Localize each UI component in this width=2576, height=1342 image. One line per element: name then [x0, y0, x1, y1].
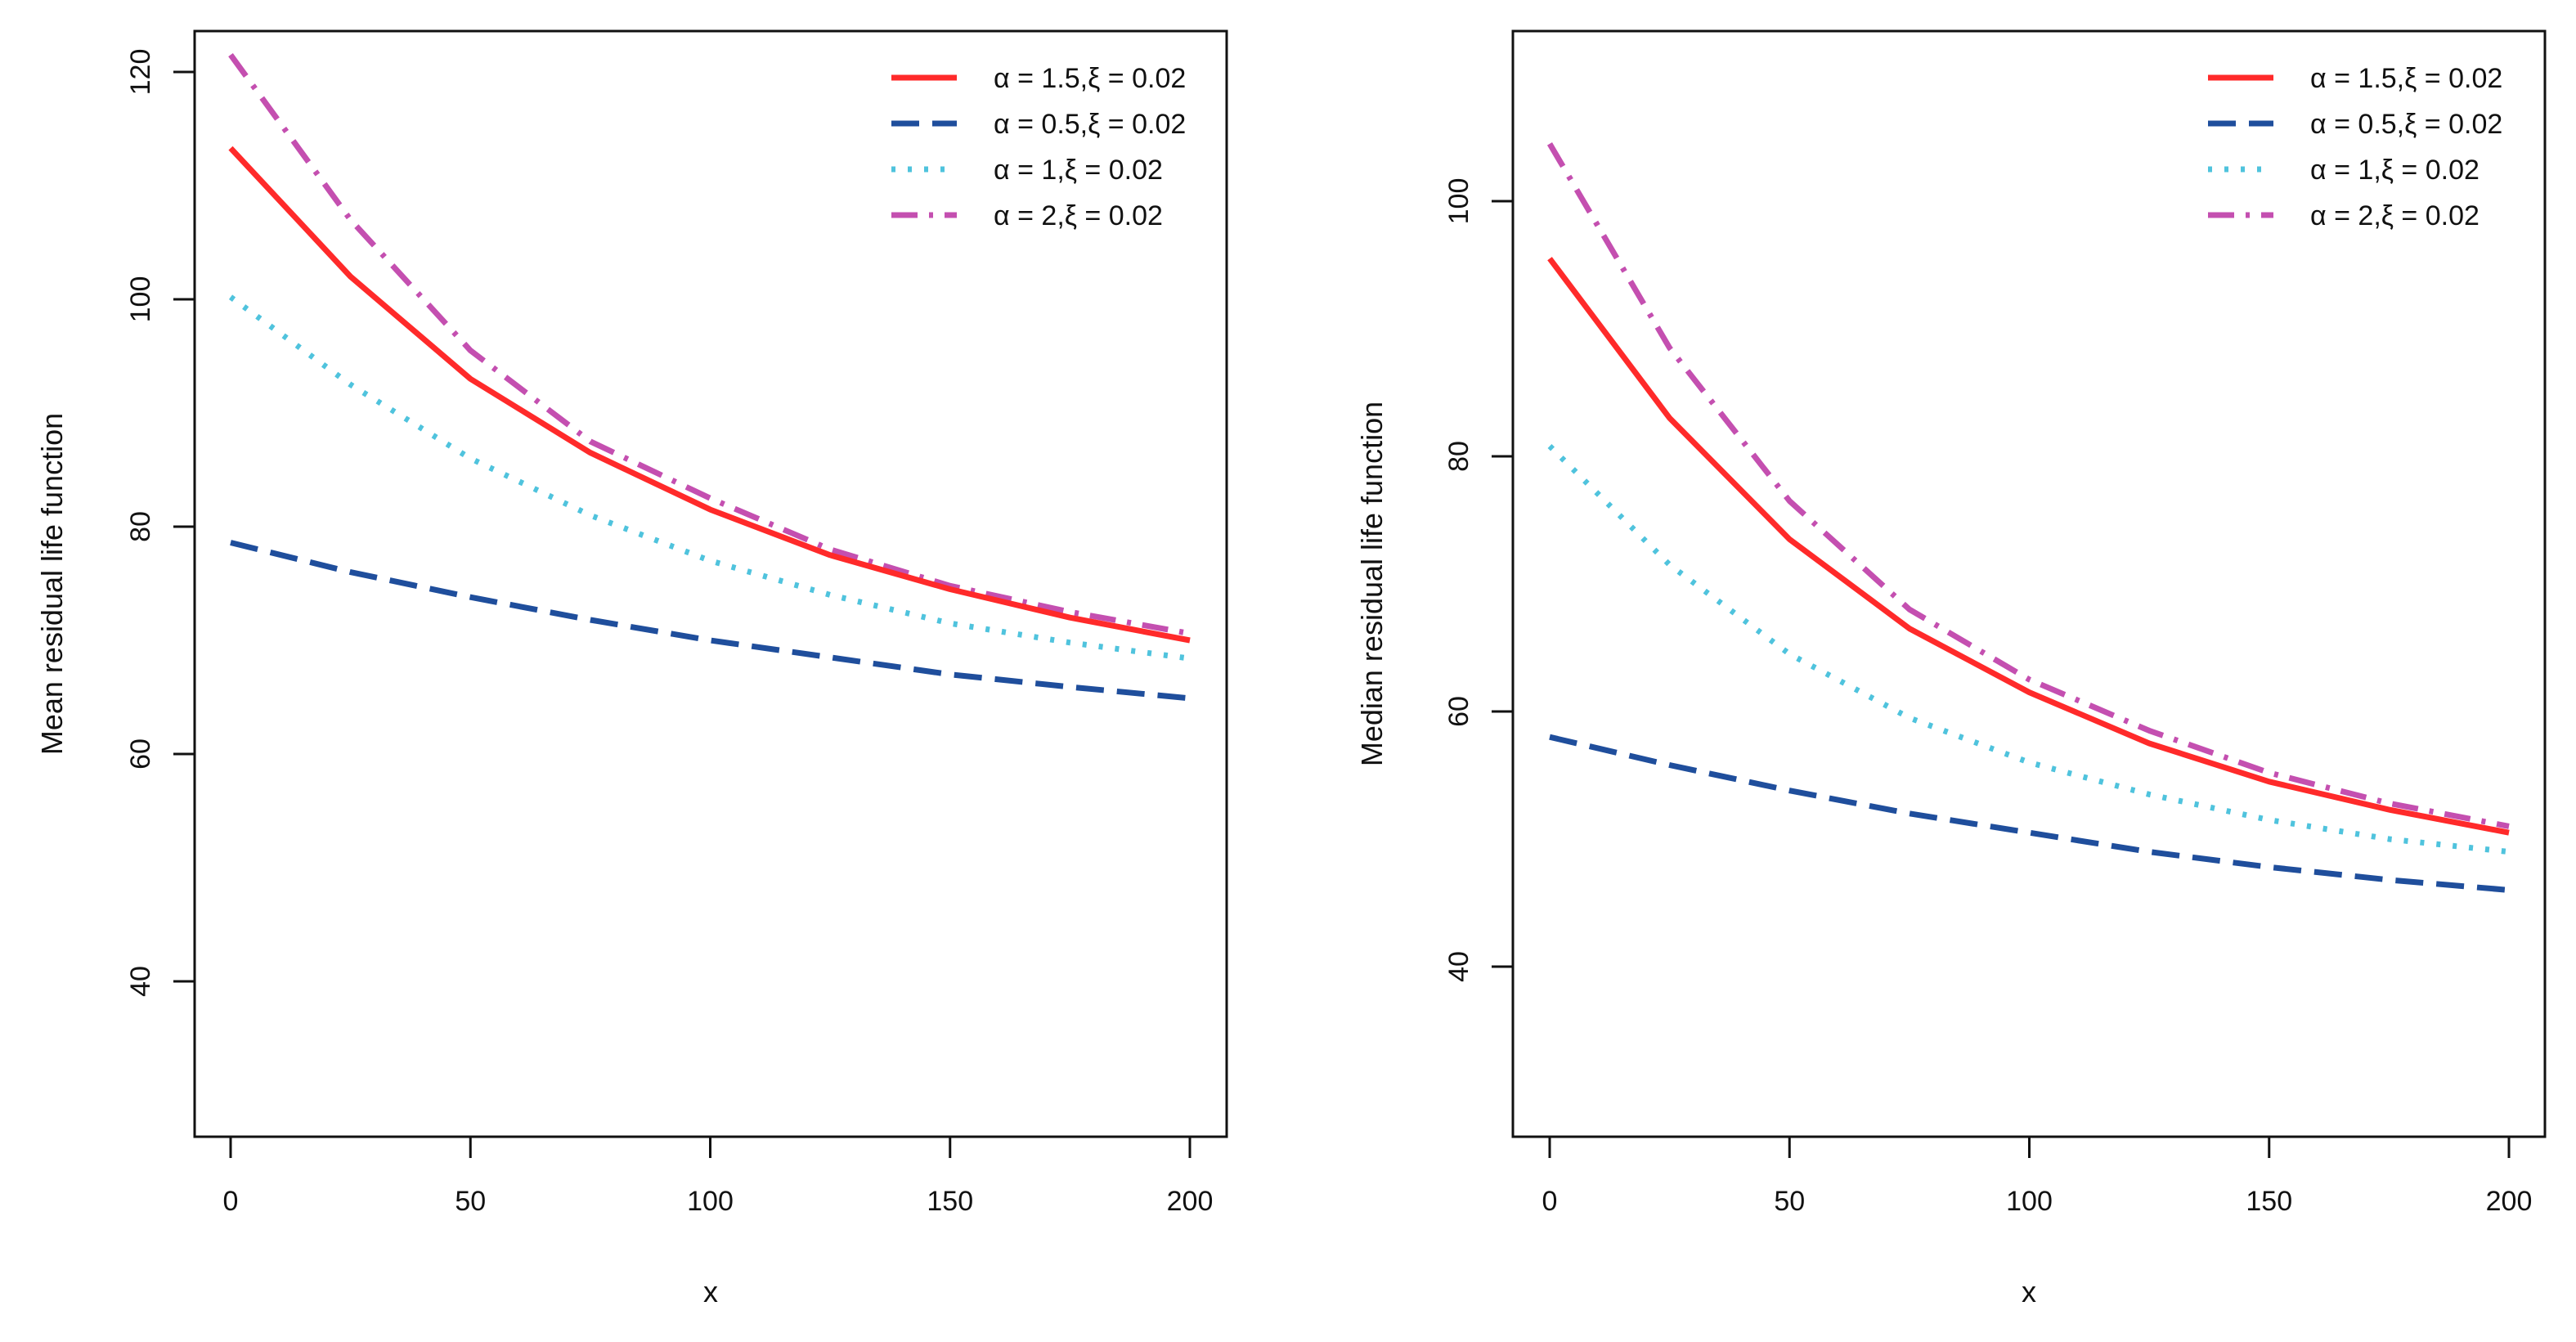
- x-tick-label: 100: [687, 1186, 734, 1217]
- y-tick-label: 100: [125, 276, 156, 323]
- legend-label-2: α = 0.5,ξ = 0.02: [2310, 109, 2502, 140]
- x-axis-label: x: [703, 1275, 718, 1308]
- y-axis-label: Mean residual life function: [35, 413, 69, 755]
- series-line-4: [1546, 142, 2510, 829]
- legend-label-4: α = 2,ξ = 0.02: [2310, 200, 2480, 231]
- series-line-1: [1547, 257, 2510, 836]
- y-tick-label: 40: [125, 966, 156, 997]
- x-tick-label: 150: [927, 1186, 973, 1217]
- x-tick-label: 0: [1542, 1186, 1558, 1217]
- y-tick-label: 120: [125, 49, 156, 96]
- y-axis-label: Median residual life function: [1355, 402, 1389, 766]
- legend-label-2: α = 0.5,ξ = 0.02: [994, 109, 1186, 140]
- y-tick-label: 80: [125, 511, 156, 542]
- series-line-3: [1547, 444, 2510, 855]
- series-line-4: [228, 53, 1191, 637]
- series-line-1: [228, 146, 1191, 644]
- x-tick-label: 0: [223, 1186, 239, 1217]
- plot-frame: [193, 29, 1228, 1138]
- x-tick-label: 50: [1774, 1186, 1805, 1217]
- chart-panel-2: 0 50 100 150 200 40 60 80 100 x Median residual li…: [1355, 29, 2547, 1308]
- legend-label-1: α = 1.5,ξ = 0.02: [994, 63, 1186, 94]
- y-tick-label: 80: [1443, 441, 1474, 472]
- legend-label-4: α = 2,ξ = 0.02: [994, 200, 1163, 231]
- legend-label-1: α = 1.5,ξ = 0.02: [2310, 63, 2502, 94]
- plot-frame: [1511, 29, 2547, 1138]
- x-tick-label: 50: [455, 1186, 486, 1217]
- x-tick-label: 200: [2486, 1186, 2533, 1217]
- chart-panel-1: 0 50 100 150 200 40 60 80 100 120 x Mean residual l…: [35, 29, 1228, 1308]
- legend-label-3: α = 1,ξ = 0.02: [2310, 155, 2480, 186]
- series-line-2: [1549, 734, 2510, 893]
- y-tick-label: 40: [1443, 951, 1474, 982]
- y-tick-label: 60: [125, 738, 156, 770]
- x-tick-label: 100: [2006, 1186, 2053, 1217]
- x-tick-label: 150: [2246, 1186, 2292, 1217]
- y-tick-label: 100: [1443, 178, 1474, 225]
- legend-label-3: α = 1,ξ = 0.02: [994, 155, 1163, 186]
- x-tick-label: 200: [1167, 1186, 1214, 1217]
- x-axis-label: x: [2022, 1275, 2036, 1308]
- y-tick-label: 60: [1443, 696, 1474, 727]
- series-line-2: [230, 540, 1191, 702]
